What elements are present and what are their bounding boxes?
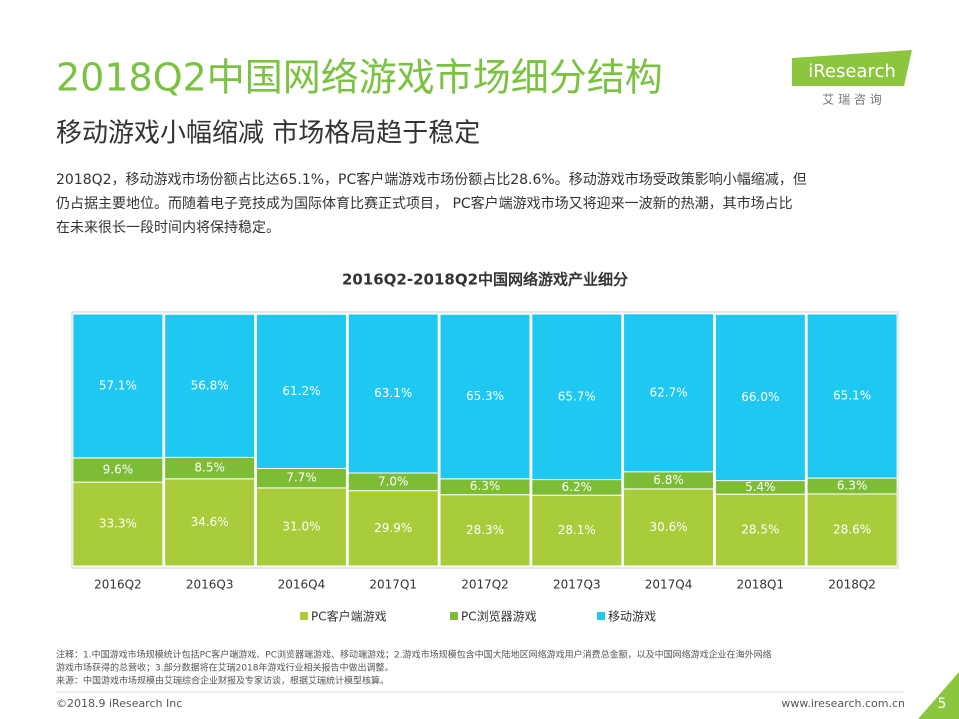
value-label: 61.2% [282,384,320,398]
value-label: 65.7% [558,389,596,403]
value-label: 28.5% [741,523,779,537]
x-tick-label: 2017Q3 [553,578,601,592]
value-label: 6.8% [653,473,684,487]
bar-segment [806,493,898,567]
footnote: 来源：中国游戏市场规模由艾瑞综合企业财报及专家访谈，根据艾瑞统计模型核算。 [56,675,389,687]
x-tick-label: 2018Q1 [737,578,785,592]
bar-segment [531,494,623,567]
page-corner [918,672,959,719]
x-tick-label: 2017Q2 [461,578,509,592]
value-label: 62.7% [649,385,687,399]
x-tick-label: 2017Q4 [645,578,693,592]
value-label: 28.3% [466,523,504,537]
bar-segment [347,490,439,567]
x-tick-label: 2016Q2 [94,578,142,592]
legend-label: 移动游戏 [608,610,656,624]
value-label: 65.3% [466,389,504,403]
page-number: 5 [938,696,947,712]
bar-segment [531,313,623,481]
x-tick-label: 2018Q2 [828,578,876,592]
bar-segment [623,488,715,567]
legend-label: PC客户端游戏 [311,609,387,624]
value-label: 57.1% [99,378,137,392]
bar-segment [806,313,898,479]
bar-segment [72,481,164,567]
legend-swatch [597,612,605,620]
value-label: 8.5% [194,461,225,475]
value-label: 56.8% [191,378,229,392]
x-tick-label: 2016Q3 [186,578,234,592]
bar-segment [714,493,806,567]
value-label: 30.6% [649,520,687,534]
value-label: 6.3% [837,478,868,492]
subtitle: 移动游戏小幅缩减 市场格局趋于稳定 [56,119,480,149]
value-label: 6.2% [562,480,593,494]
footnote: 游戏市场获得的总营收；3.部分数据将在艾瑞2018年游戏行业相关报告中做出调整。 [56,662,394,674]
bar-segment [255,487,347,567]
chart-title: 2016Q2-2018Q2中国网络游戏产业细分 [342,271,628,289]
value-label: 66.0% [741,390,779,404]
value-label: 65.1% [833,389,871,403]
value-label: 29.9% [374,521,412,535]
value-label: 7.0% [378,474,409,488]
bar-segment [164,313,256,458]
value-label: 33.3% [99,517,137,531]
paragraph-line: 2018Q2，移动游戏市场份额占比达65.1%，PC客户端游戏市场份额占比28.… [56,171,807,188]
legend-swatch [450,612,458,620]
value-label: 28.1% [558,523,596,537]
bar-segment [439,313,531,480]
logo-subtext: 艾 瑞 咨 询 [822,92,881,107]
footnote: 注释：1.中国游戏市场规模统计包括PC客户端游戏、PC浏览器端游戏、移动端游戏；… [56,649,772,661]
x-tick-label: 2017Q1 [369,578,417,592]
logo-shape [792,50,912,86]
value-label: 31.0% [282,519,320,533]
bar-segment [255,313,347,469]
value-label: 28.6% [833,522,871,536]
copyright: ©2018.9 iResearch Inc [56,697,182,710]
paragraph-line: 在未来很长一段时间内将保持稳定。 [56,220,280,236]
bar-segment [72,313,164,459]
value-label: 63.1% [374,386,412,400]
bar-segment [347,313,439,474]
plot-frame [71,311,899,569]
bar-segment [164,478,256,567]
website: www.iresearch.com.cn [781,697,905,710]
value-label: 7.7% [286,471,317,485]
value-label: 5.4% [745,480,776,494]
value-label: 34.6% [191,515,229,529]
bar-segment [439,494,531,567]
value-label: 6.3% [470,479,501,493]
x-tick-label: 2016Q4 [278,578,326,592]
bar-segment [714,313,806,482]
title: 2018Q2中国网络游戏市场细分结构 [56,56,663,100]
logo-text: iResearch [808,61,896,82]
legend-label: PC浏览器游戏 [461,609,537,624]
bar-segment [623,313,715,473]
value-label: 9.6% [103,462,134,476]
paragraph-line: 仍占据主要地位。而随着电子竞技成为国际体育比赛正式项目， PC客户端游戏市场又将… [56,195,793,212]
legend-swatch [300,612,308,620]
